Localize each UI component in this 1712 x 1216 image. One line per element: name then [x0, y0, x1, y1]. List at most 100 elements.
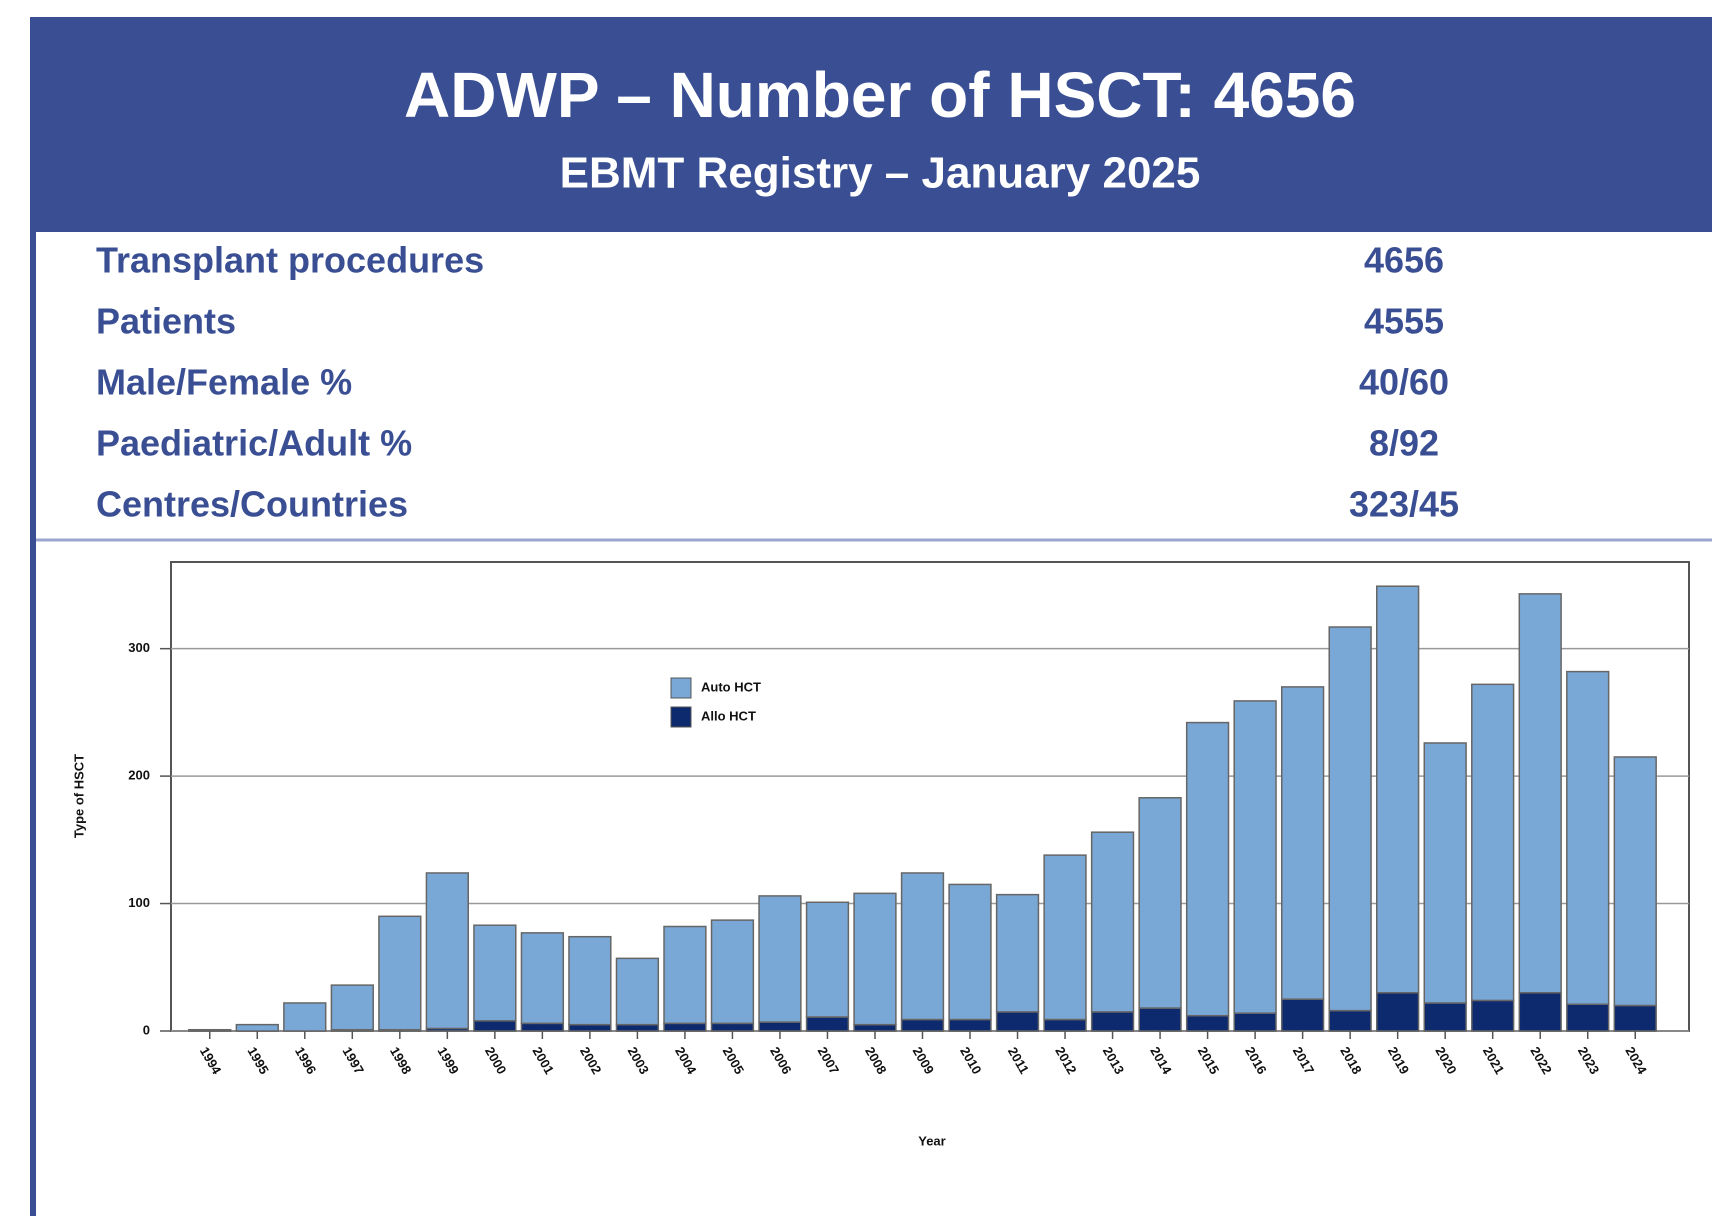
y-tick-label: 200 — [128, 768, 150, 783]
bar-segment — [1185, 721, 1230, 1017]
bar-segment — [1280, 998, 1325, 1032]
x-tick-label: 2012 — [1052, 1044, 1079, 1077]
bar-segment — [378, 915, 422, 1031]
bar-segment — [1185, 1014, 1230, 1032]
x-tick-label: 2002 — [577, 1044, 604, 1077]
bar-segment — [710, 919, 755, 1025]
bar-segment — [1280, 686, 1325, 1000]
bar-segment — [473, 924, 517, 1022]
bar-segment — [615, 957, 660, 1026]
bar-segment — [995, 893, 1040, 1013]
bar-segment — [520, 1022, 565, 1032]
x-tick-label: 2010 — [957, 1044, 984, 1077]
bar-segment — [853, 892, 897, 1026]
bar-segment — [1233, 1012, 1277, 1032]
bar-segment — [1613, 756, 1657, 1007]
x-tick-label: 2014 — [1147, 1044, 1175, 1077]
bar-segment — [758, 895, 802, 1023]
bar-segment — [1376, 992, 1420, 1032]
bar-segment — [900, 872, 945, 1021]
x-tick-label: 2005 — [720, 1044, 747, 1077]
bar-segment — [568, 935, 612, 1026]
bar-segment — [710, 1022, 755, 1032]
bar-segment — [1613, 1004, 1657, 1032]
legend-swatch — [670, 677, 692, 699]
bar-segment — [1328, 626, 1372, 1012]
stat-value: 4656 — [1364, 240, 1444, 281]
x-tick-label: 2008 — [862, 1044, 889, 1077]
x-tick-label: 2020 — [1432, 1044, 1459, 1077]
bar-segment — [283, 1002, 327, 1032]
bar-segment — [615, 1023, 660, 1032]
bar-segment — [1518, 593, 1562, 994]
x-tick-label: 1999 — [435, 1044, 462, 1077]
bar-segment — [663, 1022, 707, 1032]
bar-segment — [1090, 831, 1135, 1013]
x-tick-label: 2011 — [1005, 1045, 1032, 1077]
x-tick-label: 2024 — [1622, 1044, 1650, 1077]
x-tick-label: 2017 — [1290, 1044, 1317, 1077]
bar-segment — [805, 901, 850, 1018]
legend-label: Allo HCT — [701, 708, 756, 723]
x-tick-label: 2001 — [530, 1044, 557, 1077]
bar-segment — [853, 1023, 897, 1032]
bar-segment — [1566, 670, 1610, 1005]
bar-segment — [425, 872, 469, 1030]
bar-segment — [1518, 992, 1562, 1032]
stat-value: 323/45 — [1349, 484, 1459, 525]
stat-value: 4555 — [1364, 301, 1444, 342]
bar-segment — [1233, 700, 1277, 1014]
bar-segment — [1328, 1009, 1372, 1032]
bar-segment — [188, 1028, 232, 1032]
bar-segment — [1423, 742, 1467, 1004]
bar-segment — [1376, 585, 1420, 994]
bar-segment — [1471, 683, 1515, 1002]
stat-value: 8/92 — [1369, 423, 1439, 464]
bar-segment — [1043, 1018, 1087, 1032]
stat-label: Transplant procedures — [96, 240, 484, 281]
bar-segment — [1471, 999, 1515, 1032]
left-border — [30, 232, 36, 1216]
x-tick-label: 2004 — [672, 1044, 700, 1077]
x-tick-label: 1996 — [292, 1044, 319, 1077]
x-axis-label: Year — [918, 1133, 945, 1148]
header-band — [30, 17, 1712, 232]
bar-segment — [1138, 797, 1182, 1009]
bar-segment — [473, 1020, 517, 1032]
bar-segment — [1423, 1002, 1467, 1032]
bar-segment — [1090, 1011, 1135, 1032]
x-tick-label: 2023 — [1575, 1044, 1602, 1077]
stat-label: Patients — [96, 301, 236, 342]
x-tick-label: 2003 — [625, 1044, 652, 1077]
y-tick-label: 300 — [128, 640, 150, 655]
legend-label: Auto HCT — [701, 679, 761, 694]
stat-label: Male/Female % — [96, 362, 352, 403]
bar-segment — [330, 984, 374, 1031]
bar-segment — [900, 1018, 945, 1032]
y-axis-label: Type of HSCT — [71, 754, 86, 838]
x-tick-label: 2015 — [1195, 1044, 1222, 1077]
stat-value: 40/60 — [1359, 362, 1449, 403]
x-tick-label: 1997 — [340, 1044, 367, 1077]
bar-segment — [520, 932, 565, 1025]
y-tick-label: 0 — [143, 1022, 150, 1037]
bar-segment — [1566, 1003, 1610, 1032]
legend-swatch — [670, 706, 692, 728]
x-tick-label: 2022 — [1527, 1044, 1554, 1077]
bar-segment — [948, 1018, 992, 1032]
bar-segment — [805, 1016, 850, 1032]
bar-segment — [663, 925, 707, 1025]
x-tick-label: 2006 — [767, 1044, 794, 1077]
x-tick-label: 2000 — [482, 1044, 509, 1077]
bar-segment — [995, 1011, 1040, 1032]
bar-segment — [568, 1023, 612, 1032]
x-tick-label: 2019 — [1385, 1044, 1412, 1077]
bar-segment — [948, 883, 992, 1021]
bar-segment — [1138, 1007, 1182, 1032]
title: ADWP – Number of HSCT: 4656 — [404, 59, 1356, 131]
stat-label: Paediatric/Adult % — [96, 423, 412, 464]
bar-segment — [1043, 854, 1087, 1021]
y-tick-label: 100 — [128, 895, 150, 910]
